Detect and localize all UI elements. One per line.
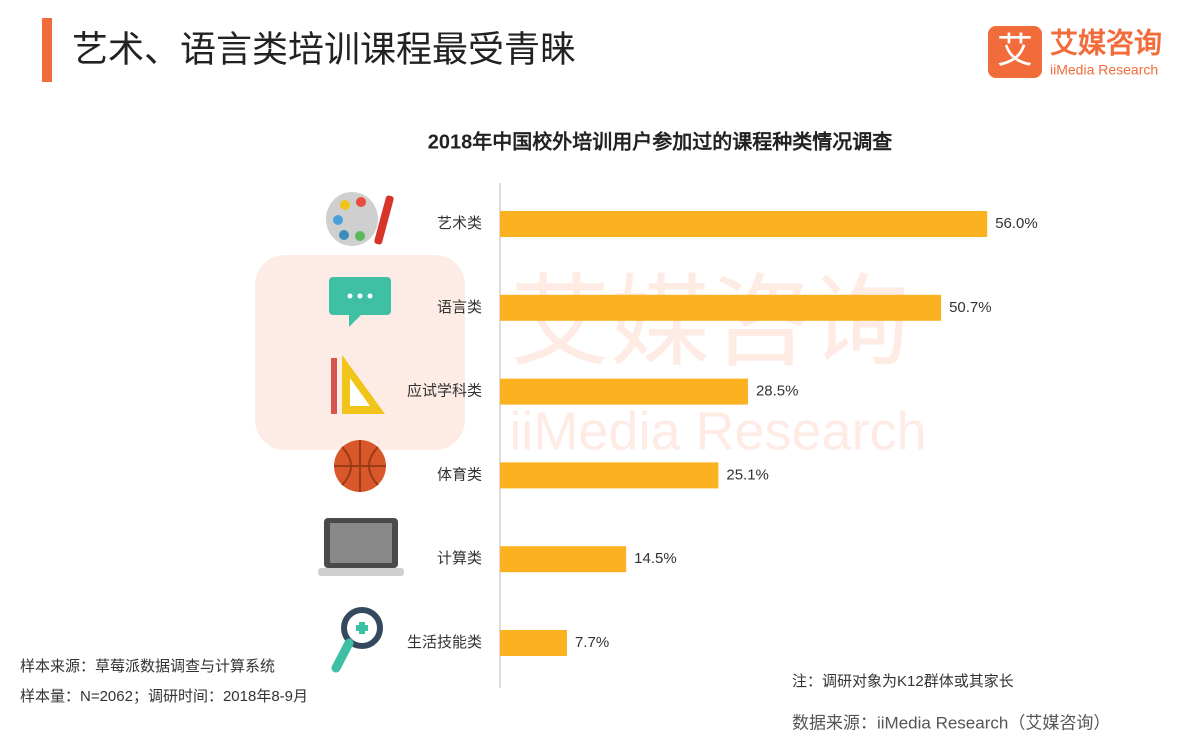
value-label: 7.7% xyxy=(575,634,609,651)
category-label: 生活技能类 xyxy=(407,634,482,651)
note: 注：调研对象为K12群体或其家长 xyxy=(792,673,1014,690)
icons xyxy=(318,192,404,673)
sample-source: 样本来源：草莓派数据调查与计算系统 xyxy=(20,657,275,675)
category-label: 语言类 xyxy=(437,299,482,316)
logo-subname: iiMedia Research xyxy=(1050,62,1158,78)
sample-size: 样本量：N=2062；调研时间：2018年8-9月 xyxy=(20,688,308,705)
data-source: 数据来源：iiMedia Research（艾媒咨询） xyxy=(792,713,1110,732)
watermark-box xyxy=(255,255,465,450)
chart-title: 2018年中国校外培训用户参加过的课程种类情况调查 xyxy=(428,129,893,153)
category-label: 应试学科类 xyxy=(407,382,482,400)
bar xyxy=(500,294,942,321)
value-label: 50.7% xyxy=(949,299,992,316)
watermark-subname: iiMedia Research xyxy=(509,401,926,461)
logo-box xyxy=(988,26,1042,78)
value-label: 56.0% xyxy=(995,215,1038,232)
value-label: 28.5% xyxy=(756,383,799,400)
watermark-name: 艾媒咨询 xyxy=(510,266,910,378)
value-label: 14.5% xyxy=(634,550,677,567)
page-title: 艺术、语言类培训课程最受青睐 xyxy=(72,29,576,70)
category-label: 计算类 xyxy=(437,549,482,567)
icon-palette xyxy=(326,192,378,246)
value-label: 25.1% xyxy=(726,466,769,483)
category-label: 体育类 xyxy=(437,466,482,483)
icon-ruler xyxy=(331,358,337,414)
category-label: 艺术类 xyxy=(437,215,482,232)
bar xyxy=(500,630,567,656)
icon-chat xyxy=(329,277,391,327)
bar xyxy=(500,378,748,405)
bar xyxy=(500,546,627,573)
logo-name: 艾媒咨询 xyxy=(1050,27,1162,58)
bar xyxy=(500,211,988,237)
bar xyxy=(500,462,719,489)
logo-mark: 艾 xyxy=(997,30,1033,71)
watermark: 艾媒咨询 iiMedia Research xyxy=(255,255,927,461)
title-accent xyxy=(42,18,52,82)
